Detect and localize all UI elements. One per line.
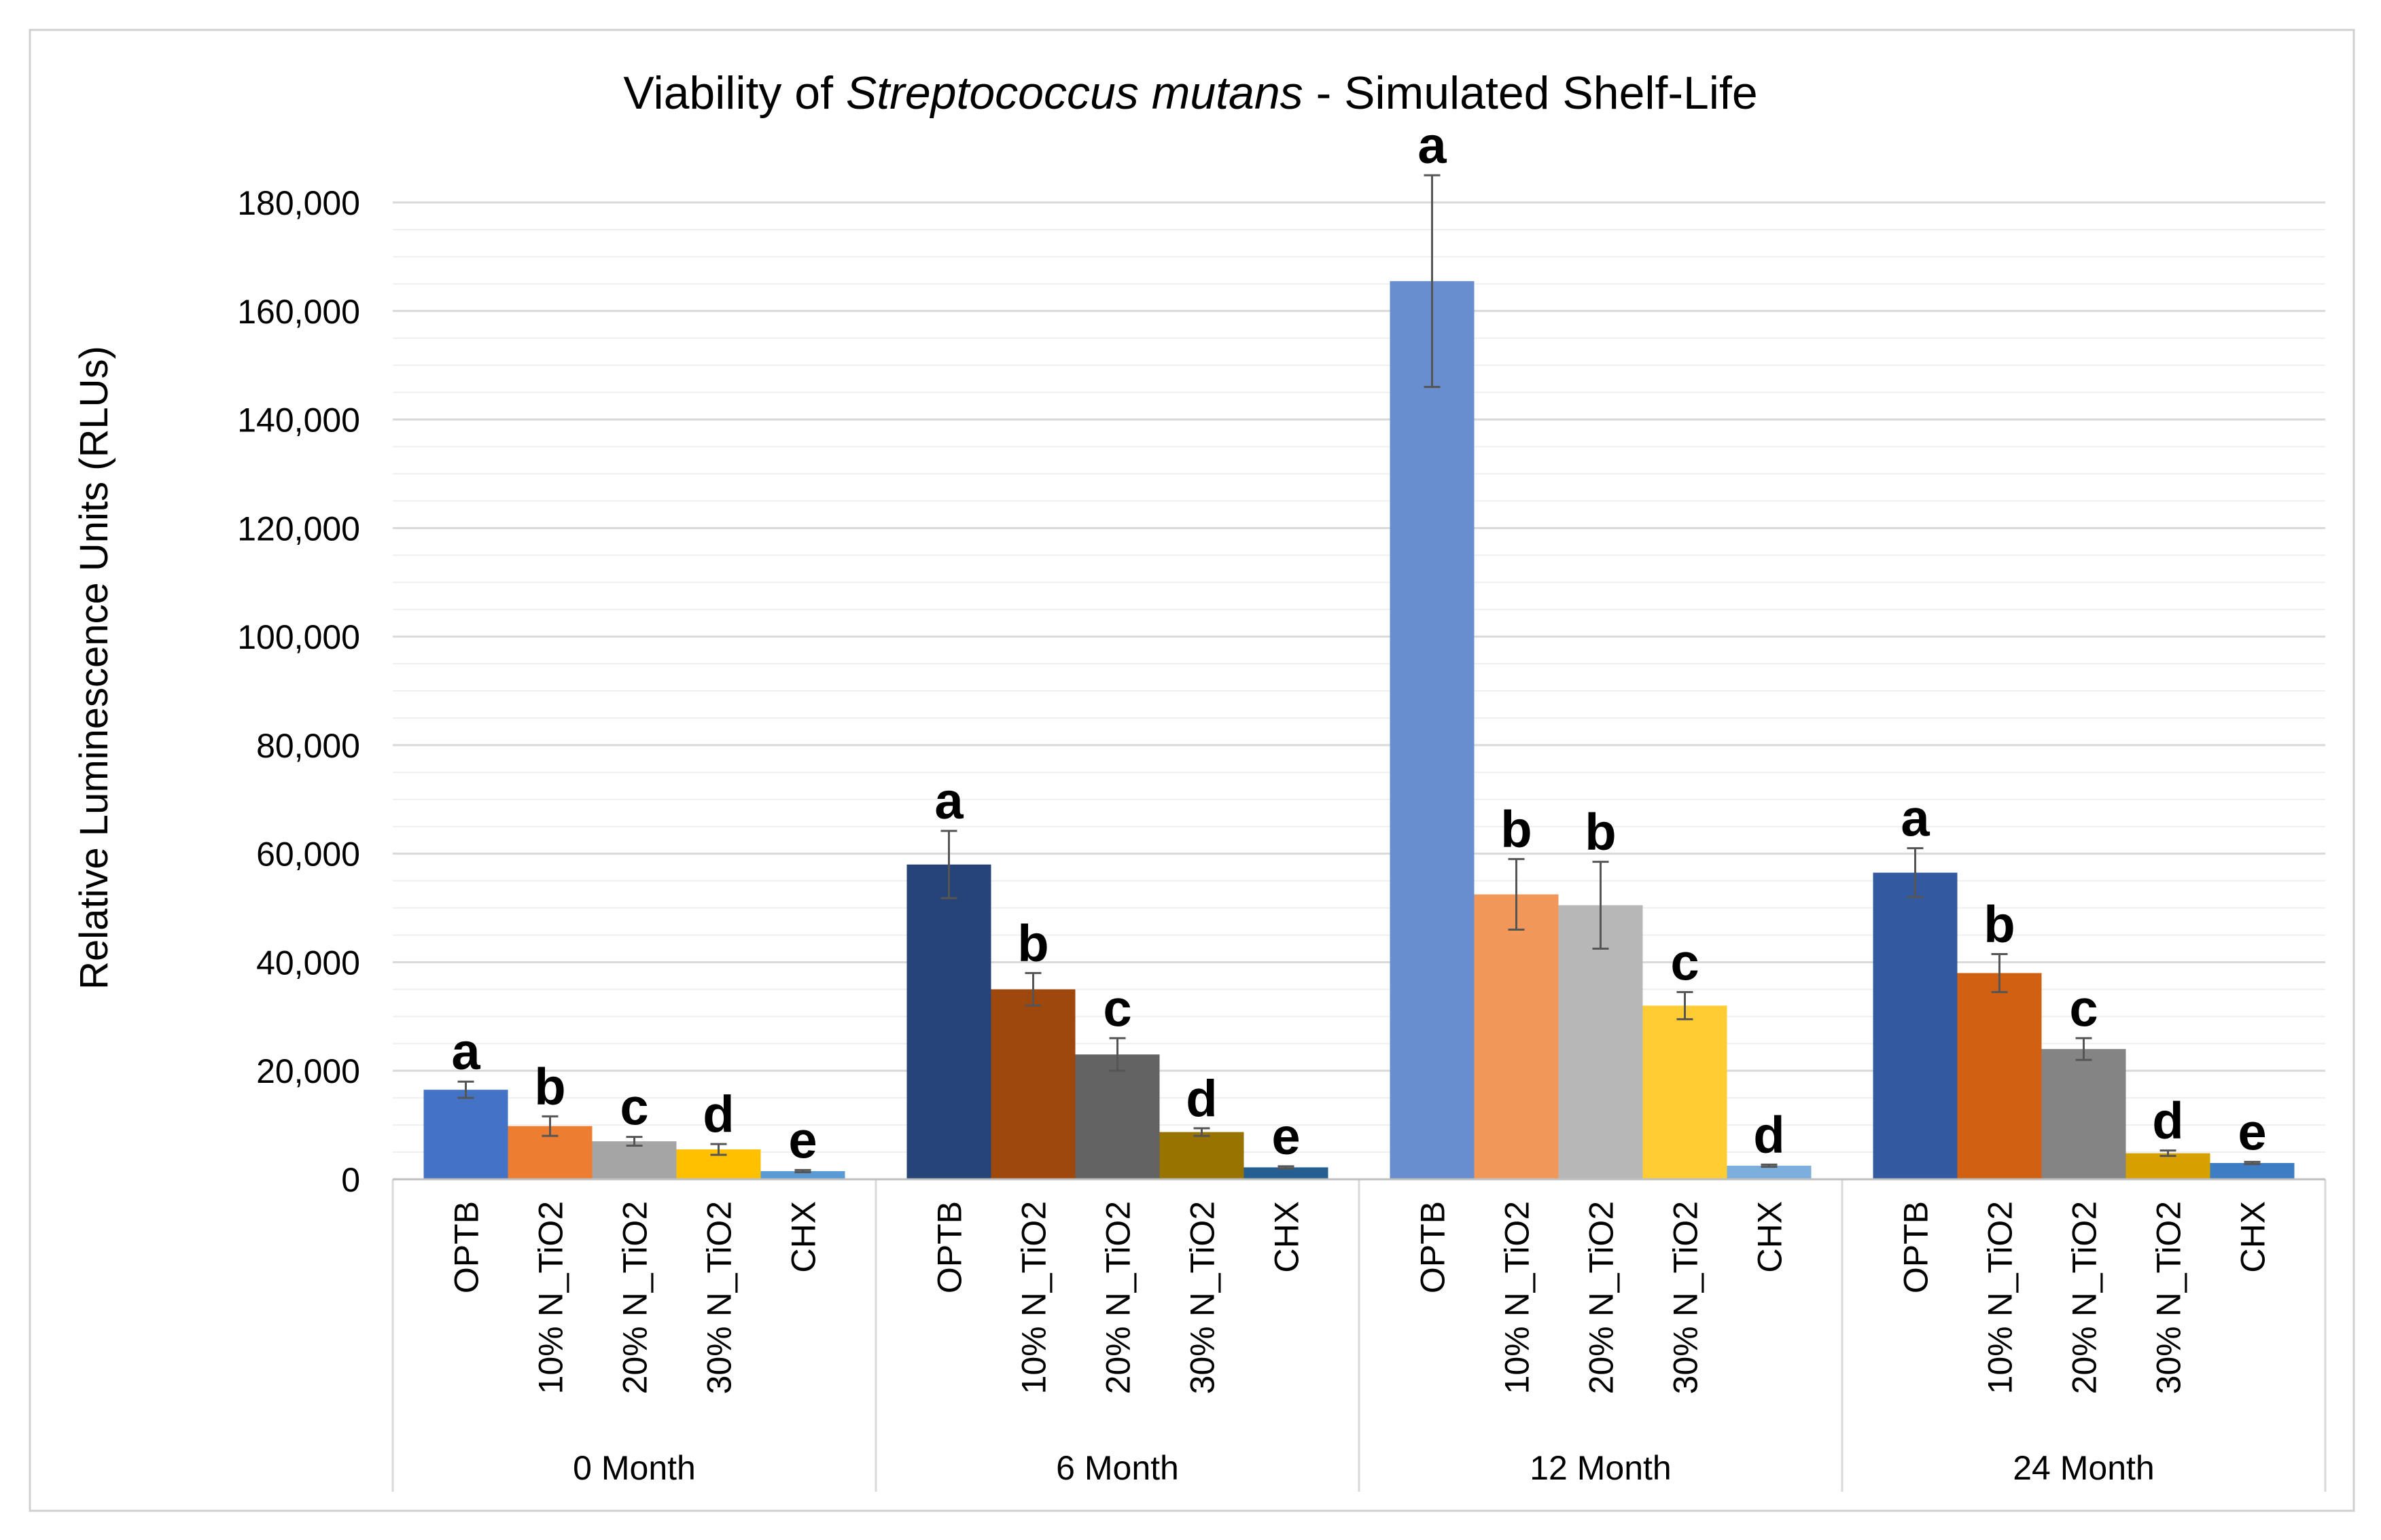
significance-letter: a [1901, 790, 1930, 848]
x-tick-label: 30% N_TiO2 [1667, 1201, 1705, 1394]
bar [1159, 1132, 1244, 1179]
significance-letter: d [2152, 1092, 2183, 1150]
bar [1558, 905, 1643, 1179]
x-tick-label: 10% N_TiO2 [1015, 1201, 1053, 1394]
y-tick-label: 20,000 [256, 1052, 360, 1090]
x-tick-label: CHX [785, 1201, 823, 1273]
x-tick-label: 20% N_TiO2 [2066, 1201, 2104, 1394]
x-tick-label: 20% N_TiO2 [1099, 1201, 1137, 1394]
x-axis: OPTB 10% N_TiO2 20% N_TiO2 30% N_TiO2 CHX 0 M… [391, 1178, 2327, 1492]
x-tick-label: CHX [1751, 1201, 1789, 1273]
y-tick-label: 180,000 [237, 184, 360, 222]
bar [1873, 872, 1958, 1179]
significance-letter: d [1186, 1070, 1217, 1128]
significance-letter: e [1271, 1108, 1300, 1166]
group-label: 24 Month [2013, 1449, 2154, 1487]
x-tick-label: 30% N_TiO2 [2150, 1201, 2188, 1394]
significance-letter: e [788, 1111, 817, 1169]
x-tick-label: 30% N_TiO2 [701, 1201, 739, 1394]
bar [1727, 1166, 1812, 1179]
bar [760, 1171, 845, 1179]
y-tick-label: 160,000 [237, 293, 360, 331]
significance-letter: e [2238, 1103, 2266, 1161]
bar [1957, 973, 2042, 1179]
significance-letter: a [451, 1023, 480, 1081]
significance-letter: b [1500, 801, 1532, 859]
significance-letter: d [1753, 1106, 1784, 1164]
significance-letter: a [1417, 117, 1447, 175]
y-tick-label: 60,000 [256, 836, 360, 874]
bar [991, 989, 1076, 1179]
y-axis-label: Relative Luminescence Units (RLUs) [72, 346, 116, 990]
y-tick-label: 100,000 [237, 618, 360, 656]
x-tick-label: 20% N_TiO2 [616, 1201, 654, 1394]
error-bars [457, 174, 2261, 1174]
x-tick-label: 30% N_TiO2 [1184, 1201, 1222, 1394]
bar [2210, 1163, 2295, 1179]
bar [2126, 1153, 2210, 1179]
x-tick-label: 10% N_TiO2 [532, 1201, 570, 1394]
significance-letter: c [2069, 980, 2098, 1037]
x-tick-label: OPTB [1897, 1201, 1935, 1293]
x-tick-label: 20% N_TiO2 [1583, 1201, 1621, 1394]
bar [592, 1141, 677, 1179]
bar [1642, 1005, 1727, 1179]
bar [1244, 1167, 1328, 1179]
significance-letter: c [1670, 933, 1699, 991]
x-tick-label: 10% N_TiO2 [1981, 1201, 2020, 1394]
significance-letter: b [1983, 895, 2015, 953]
significance-letter: b [534, 1058, 565, 1115]
x-tick-label: OPTB [1414, 1201, 1452, 1293]
significance-letter: b [1585, 804, 1616, 861]
y-tick-label: 40,000 [256, 944, 360, 982]
x-tick-label: OPTB [931, 1201, 969, 1293]
significance-letter: c [620, 1079, 648, 1136]
group-label: 0 Month [573, 1449, 696, 1487]
significance-letter: b [1017, 914, 1048, 972]
bar [1075, 1054, 1160, 1179]
bar [423, 1090, 508, 1179]
bar [1474, 894, 1559, 1179]
significance-letter: a [934, 772, 964, 830]
chart-border [29, 29, 2355, 1512]
x-tick-label: 10% N_TiO2 [1498, 1201, 1536, 1394]
significance-letter: d [703, 1086, 734, 1143]
bar [2041, 1049, 2126, 1179]
significance-letter: c [1103, 980, 1131, 1037]
bar [906, 864, 991, 1179]
y-tick-label: 80,000 [256, 727, 360, 765]
y-tick-label: 0 [341, 1161, 360, 1199]
x-tick-label: OPTB [448, 1201, 486, 1293]
x-tick-label: CHX [2234, 1201, 2272, 1273]
group-label: 12 Month [1530, 1449, 1671, 1487]
y-tick-label: 140,000 [237, 401, 360, 440]
chart-title: Viability of Streptococcus mutans - Simu… [623, 67, 1757, 119]
bar [1390, 281, 1475, 1180]
y-tick-labels: 0 20,000 40,000 60,000 80,000 100,000 120,000 1… [237, 184, 360, 1199]
y-tick-label: 120,000 [237, 509, 360, 548]
group-label: 6 Month [1056, 1449, 1179, 1487]
x-tick-label: CHX [1268, 1201, 1306, 1273]
